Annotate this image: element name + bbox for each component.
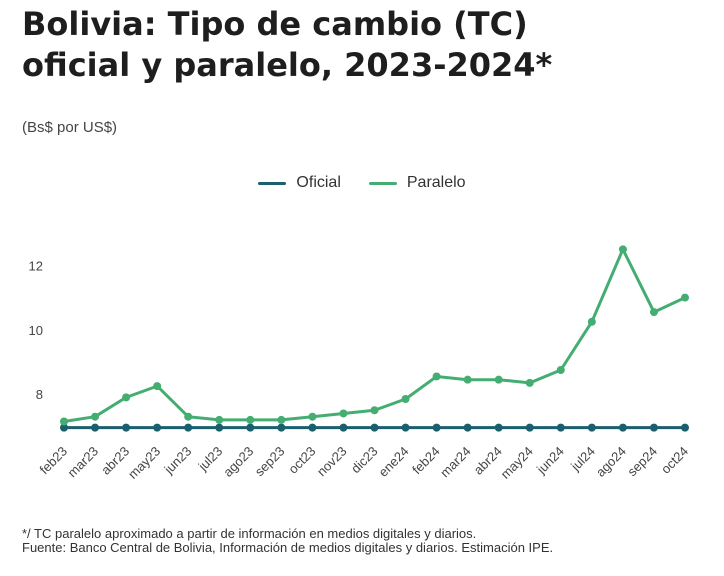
x-tick-label: sep23 (252, 444, 288, 480)
data-point-paralelo (60, 417, 68, 426)
data-point-oficial (184, 423, 193, 432)
series-line-paralelo (62, 247, 687, 423)
x-tick-label: may24 (498, 444, 536, 482)
data-point-paralelo (681, 293, 689, 302)
x-tick-label: feb23 (37, 444, 71, 478)
data-point-oficial (122, 423, 131, 432)
data-point-paralelo (277, 415, 286, 424)
chart-title-line2: oficial y paralelo, 2023-2024* (22, 46, 553, 84)
x-tick-label: jun24 (533, 444, 567, 478)
chart-notes: */ TC paralelo aproximado a partir de in… (22, 527, 712, 555)
data-point-oficial (277, 423, 286, 432)
data-point-paralelo (308, 412, 317, 421)
chart-legend: Oficial Paralelo (0, 174, 724, 192)
data-point-paralelo (246, 415, 255, 424)
data-point-oficial (60, 423, 68, 432)
data-point-oficial (618, 423, 627, 432)
data-point-oficial (401, 423, 410, 432)
data-point-paralelo (122, 393, 131, 402)
x-tick-label: jun23 (161, 444, 195, 478)
data-point-oficial (339, 423, 348, 432)
data-point-oficial (432, 423, 441, 432)
data-point-oficial (370, 423, 379, 432)
data-point-oficial (525, 423, 534, 432)
data-point-oficial (91, 423, 100, 432)
y-tick-label: 8 (36, 387, 43, 402)
data-point-paralelo (432, 372, 441, 381)
data-point-paralelo (587, 317, 596, 326)
x-tick-label: sep24 (624, 444, 660, 480)
legend-item-paralelo: Paralelo (368, 174, 466, 192)
chart-title: Bolivia: Tipo de cambio (TC) oficial y p… (22, 4, 712, 86)
x-tick-label: oct23 (285, 444, 318, 477)
x-tick-label: ago24 (593, 444, 629, 480)
legend-label-oficial: Oficial (296, 174, 341, 191)
data-point-paralelo (401, 394, 410, 403)
data-point-paralelo (556, 366, 565, 375)
data-point-paralelo (618, 245, 627, 254)
source-note: Fuente: Banco Central de Bolivia, Inform… (22, 540, 554, 555)
data-point-oficial (649, 423, 658, 432)
data-point-oficial (246, 423, 255, 432)
data-point-oficial (681, 423, 689, 432)
x-tick-label: oct24 (658, 444, 691, 477)
y-tick-label: 12 (29, 258, 43, 273)
y-tick-label: 10 (29, 323, 43, 338)
data-point-oficial (153, 423, 162, 432)
x-tick-label: dic23 (348, 444, 381, 477)
data-point-paralelo (153, 382, 162, 391)
x-tick-label: ago23 (220, 444, 256, 480)
data-point-oficial (587, 423, 596, 432)
x-tick-label: may23 (125, 444, 163, 482)
legend-swatch-paralelo (368, 181, 397, 185)
x-tick-label: mar23 (65, 444, 102, 481)
x-tick-label: ene24 (375, 444, 411, 480)
legend-swatch-oficial (258, 181, 287, 185)
data-point-paralelo (215, 415, 224, 424)
data-point-paralelo (91, 412, 100, 421)
data-point-paralelo (494, 375, 503, 384)
data-point-paralelo (184, 412, 193, 421)
chart-title-line1: Bolivia: Tipo de cambio (TC) (22, 5, 528, 43)
data-point-oficial (308, 423, 317, 432)
data-point-paralelo (525, 378, 534, 387)
footnote: */ TC paralelo aproximado a partir de in… (22, 526, 477, 541)
data-point-oficial (463, 423, 472, 432)
legend-item-oficial: Oficial (258, 174, 341, 192)
data-point-paralelo (370, 406, 379, 415)
data-point-oficial (556, 423, 565, 432)
data-point-paralelo (339, 409, 348, 418)
legend-label-paralelo: Paralelo (406, 174, 466, 191)
data-point-paralelo (649, 308, 658, 317)
data-point-paralelo (463, 375, 472, 384)
x-tick-label: nov23 (314, 444, 350, 480)
unit-label: (Bs$ por US$) (22, 119, 118, 136)
data-point-oficial (494, 423, 503, 432)
x-tick-label: mar24 (437, 444, 474, 481)
x-tick-label: feb24 (409, 444, 443, 478)
data-point-oficial (215, 423, 224, 432)
